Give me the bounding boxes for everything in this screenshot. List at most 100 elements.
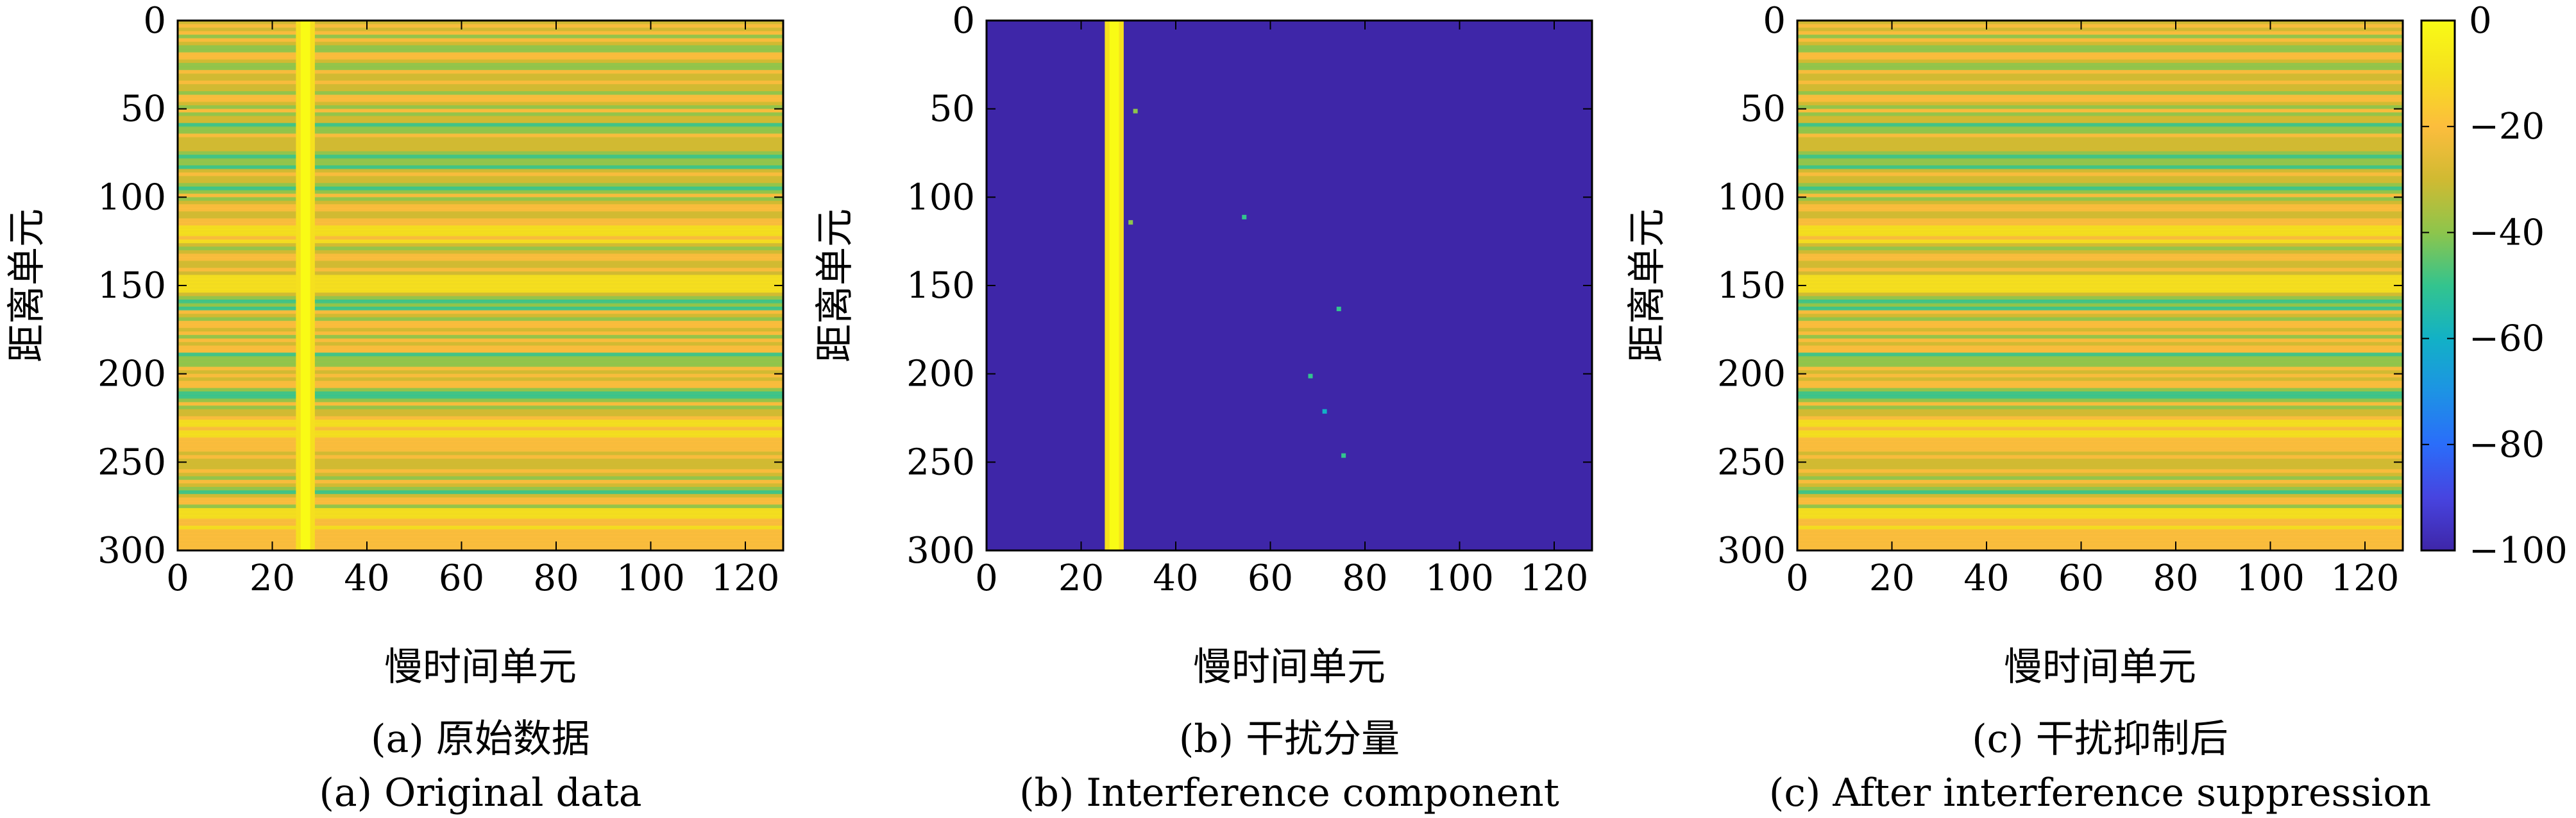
heatmap-row [1797,115,2403,121]
heatmap-row [1797,155,2403,160]
heatmap-row [178,66,783,71]
heatmap-row [1797,395,2403,400]
heatmap-row [1797,204,2403,209]
heatmap-row [178,356,783,361]
heatmap-row [1797,289,2403,294]
heatmap-row [178,469,783,474]
heatmap-row [178,465,783,470]
heatmap-row [178,427,783,432]
heatmap-row [178,349,783,354]
heatmap-row [1797,420,2403,425]
heatmap-row [178,338,783,343]
heatmap-row [1797,246,2403,251]
heatmap-row [1797,207,2403,212]
heatmap-row [1797,363,2403,368]
heatmap-row [1797,77,2403,82]
heatmap-row [178,119,783,124]
heatmap-row [178,507,783,513]
heatmap-row [1797,214,2403,219]
heatmap-row [178,391,783,396]
heatmap-row [178,190,783,195]
heatmap-row [178,359,783,364]
y-tick-label: 50 [121,89,166,130]
heatmap-row [1797,165,2403,170]
heatmap-row [178,402,783,407]
heatmap-row [178,207,783,212]
heatmap-row [178,282,783,287]
heatmap-row [178,416,783,421]
heatmap-row [1797,324,2403,329]
heatmap-row [178,155,783,160]
sparse-point [1341,453,1346,458]
heatmap-row [178,98,783,103]
heatmap-row [178,24,783,29]
heatmap-row [178,370,783,375]
heatmap-row [178,536,783,541]
heatmap-row [178,137,783,142]
heatmap-row [178,105,783,110]
heatmap-row [178,225,783,230]
x-tick-label: 40 [1963,558,2009,599]
heatmap-row [1797,434,2403,439]
y-tick-label: 100 [97,176,166,218]
x-tick-label: 20 [1869,558,1915,599]
heatmap-row [1797,179,2403,184]
heatmap-row [178,87,783,92]
heatmap-row [178,214,783,219]
heatmap-row [1797,486,2403,491]
xlabel-a: 慢时间单元 [384,645,577,690]
heatmap-row [178,395,783,400]
heatmap-row [178,331,783,336]
heatmap-row [1797,158,2403,163]
colorbar-ticks: 0 −20 −40 −60 −80 −100 [2421,0,2568,572]
heatmap-row [178,472,783,477]
heatmap-row [178,384,783,389]
heatmap-row [1797,317,2403,322]
heatmap-row [178,324,783,329]
heatmap-row [178,158,783,163]
heatmap-row [1797,172,2403,177]
sparse-point [1133,108,1138,114]
heatmap-row [1797,543,2403,548]
heatmap-row [1797,518,2403,524]
heatmap-row [178,108,783,114]
heatmap-row [1797,352,2403,357]
y-tick-label: 150 [1717,265,1786,307]
heatmap-row [178,307,783,312]
colorbar-tick-label: −80 [2469,424,2545,466]
heatmap-row [178,444,783,449]
y-tick-label: 250 [97,441,166,483]
heatmap-row [1797,413,2403,418]
y-tick-label: 50 [929,89,975,130]
caption-cn-c: (c) 干扰抑制后 [1972,717,2228,762]
heatmap-row [1797,282,2403,287]
heatmap-row [178,123,783,128]
heatmap-row [178,405,783,411]
colorbar-tick-label: −40 [2469,212,2545,253]
x-tick-label: 100 [1425,558,1494,599]
heatmap-row [178,515,783,520]
heatmap-row [178,239,783,244]
heatmap-row [1797,345,2403,350]
heatmap-row [1797,331,2403,336]
heatmap-row [1797,356,2403,361]
heatmap-row [178,260,783,266]
y-tick-label: 0 [1763,0,1786,42]
heatmap-row [1797,101,2403,107]
x-tick-label: 40 [1153,558,1198,599]
heatmap-row [1797,239,2403,244]
heatmap-row [1797,28,2403,33]
heatmap-row [1797,105,2403,110]
caption-cn-b: (b) 干扰分量 [1179,717,1400,762]
heatmap-row [178,529,783,534]
sparse-point [1322,409,1327,414]
heatmap-row [178,56,783,61]
heatmap-row [178,380,783,386]
heatmap-row [1797,479,2403,484]
heatmap-row [1797,42,2403,47]
heatmap-row [178,497,783,502]
heatmap-row [1797,409,2403,414]
y-tick-label: 50 [1740,89,1786,130]
heatmap-row [178,547,783,552]
